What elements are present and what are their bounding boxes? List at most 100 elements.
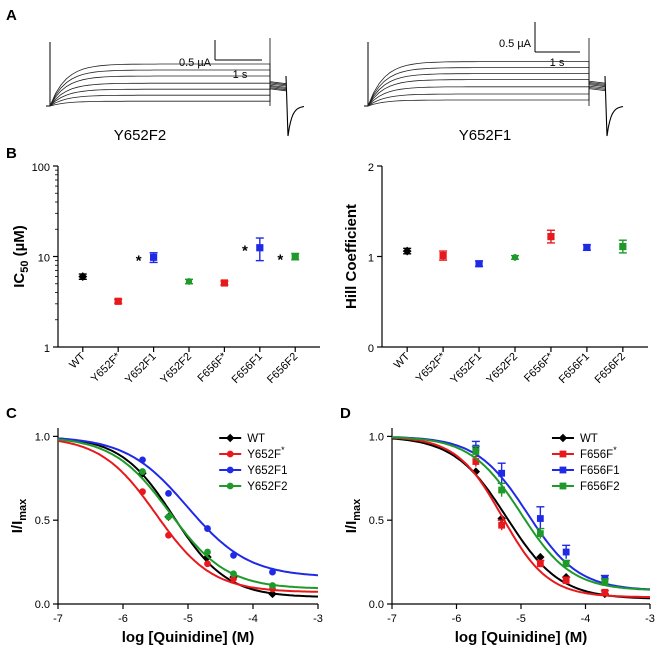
data-point bbox=[619, 242, 627, 251]
chart-d: 0.0 0.5 1.0 -7 -6 -5 -4 -3 log [Quinidine] (M) I/… bbox=[343, 428, 655, 646]
x-tick-label: Y652F1 bbox=[448, 351, 484, 387]
fit-curve bbox=[57, 437, 319, 598]
current-trace bbox=[367, 79, 606, 107]
panel-label-d: D bbox=[340, 405, 351, 422]
current-trace bbox=[367, 88, 606, 107]
data-point bbox=[139, 468, 146, 475]
data-point bbox=[185, 277, 193, 286]
data-point bbox=[547, 232, 555, 241]
data-point bbox=[268, 589, 277, 599]
current-trace bbox=[49, 75, 287, 107]
data-point bbox=[402, 246, 412, 256]
legend-marker bbox=[559, 450, 567, 458]
data-point bbox=[472, 458, 480, 465]
x-tick-label: Y652F* bbox=[89, 350, 124, 385]
y-tick-label: 0 bbox=[368, 343, 374, 355]
data-point bbox=[269, 568, 276, 576]
legend-label: Y652F1 bbox=[247, 465, 287, 477]
x-tick-label: Y652F1 bbox=[123, 351, 159, 387]
legend-label: WT bbox=[580, 433, 598, 445]
data-point bbox=[114, 297, 122, 305]
data-point bbox=[439, 251, 447, 260]
legend-label: F656F1 bbox=[580, 465, 620, 477]
data-point bbox=[536, 560, 544, 568]
x-tick-label: F656F1 bbox=[230, 351, 265, 386]
scale-time-label-left: 1 s bbox=[233, 69, 248, 81]
x-tick-label: -6 bbox=[118, 613, 128, 625]
data-point bbox=[165, 489, 172, 497]
current-trace bbox=[367, 67, 606, 107]
data-point bbox=[601, 578, 609, 586]
data-point bbox=[498, 521, 506, 529]
legend-label: F656F2 bbox=[580, 481, 620, 493]
x-tick-label: F656F2 bbox=[265, 351, 300, 386]
trace-title-right: Y652F1 bbox=[459, 127, 512, 144]
x-tick-label: WT bbox=[67, 350, 88, 371]
fit-curve bbox=[57, 439, 318, 593]
current-trace bbox=[49, 88, 287, 107]
current-trace bbox=[367, 86, 606, 107]
current-trace bbox=[49, 82, 287, 107]
x-tick-label: F656F1 bbox=[557, 351, 592, 386]
current-trace bbox=[49, 86, 287, 107]
x-tick-label: -5 bbox=[183, 613, 193, 625]
x-tick-label: -3 bbox=[313, 613, 323, 625]
chart-c: 0.0 0.5 1.0 -7 -6 -5 -4 -3 log [Quinidine] (M) I/… bbox=[9, 428, 323, 646]
tail-current bbox=[285, 75, 305, 137]
y-tick-label: 1 bbox=[368, 253, 374, 265]
y-tick-label: 0.0 bbox=[35, 599, 50, 611]
data-point bbox=[498, 469, 506, 477]
current-traces bbox=[46, 22, 624, 137]
x-tick-label: Y652F2 bbox=[158, 351, 194, 387]
significance-asterisk: * bbox=[277, 252, 283, 269]
legend-label: Y652F2 bbox=[247, 481, 287, 493]
legend-marker bbox=[226, 433, 235, 443]
panel-label-c: C bbox=[6, 405, 17, 422]
data-point bbox=[230, 570, 237, 578]
data-point bbox=[149, 253, 158, 261]
trace-title-left: Y652F2 bbox=[114, 127, 167, 144]
scale-time-label-right: 1 s bbox=[550, 57, 565, 69]
y-axis-label: I/Imax bbox=[343, 498, 363, 533]
data-point bbox=[511, 253, 519, 261]
data-point bbox=[536, 515, 544, 522]
legend-marker bbox=[559, 482, 567, 490]
y-axis-label: IC50 (µM) bbox=[11, 225, 31, 288]
fit-curve bbox=[57, 437, 319, 577]
x-tick-label: -6 bbox=[452, 613, 462, 625]
y-tick-label: 10 bbox=[38, 253, 50, 265]
current-trace bbox=[367, 85, 606, 107]
y-tick-label: 0.5 bbox=[35, 515, 50, 527]
legend-label: Y652F* bbox=[247, 445, 285, 461]
data-point bbox=[230, 575, 237, 583]
panel-label-b: B bbox=[6, 145, 17, 162]
data-point bbox=[583, 243, 591, 252]
trace-group-1 bbox=[46, 38, 305, 137]
x-axis-label: log [Quinidine] (M) bbox=[122, 629, 254, 646]
data-point bbox=[139, 456, 146, 464]
y-tick-label: 1 bbox=[44, 343, 50, 355]
data-point bbox=[536, 552, 545, 562]
significance-asterisk: * bbox=[136, 252, 142, 269]
y-tick-label: 100 bbox=[32, 162, 50, 174]
trace-group-2 bbox=[364, 22, 624, 137]
legend-label: WT bbox=[247, 433, 265, 445]
y-tick-label: 0.5 bbox=[369, 515, 384, 527]
x-tick-label: F656F* bbox=[522, 350, 557, 385]
current-trace bbox=[49, 63, 287, 107]
y-axis-label: I/Imax bbox=[9, 498, 29, 533]
data-point bbox=[269, 582, 276, 589]
chart-b-left: 1 10 100 IC50 (µM) WT Y652F* Y652F1 * Y652F2 F656… bbox=[11, 162, 320, 386]
x-tick-label: WT bbox=[392, 350, 413, 371]
y-tick-label: 1.0 bbox=[369, 431, 384, 443]
y-tick-label: 0.0 bbox=[369, 599, 384, 611]
x-tick-label: -4 bbox=[248, 613, 258, 625]
data-point bbox=[472, 448, 480, 455]
data-point bbox=[139, 488, 146, 496]
data-point bbox=[498, 486, 506, 494]
scale-current-label-left: 0.5 µA bbox=[179, 57, 212, 69]
data-point bbox=[204, 560, 211, 568]
